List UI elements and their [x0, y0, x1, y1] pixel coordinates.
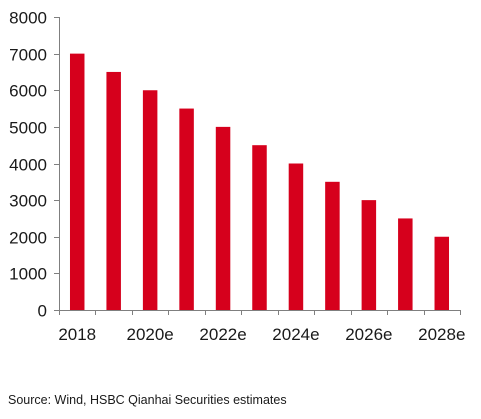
bars [69, 53, 450, 311]
x-tick-label: 2028e [418, 325, 465, 344]
x-tick-label: 2024e [272, 325, 319, 344]
source-note: Source: Wind, HSBC Qianhai Securities es… [8, 393, 287, 407]
y-tick-label: 5000 [9, 119, 47, 138]
bar [398, 218, 413, 310]
y-tick-label: 3000 [9, 192, 47, 211]
y-tick-label: 4000 [9, 156, 47, 175]
y-axis: 0 1000 2000 3000 4000 5000 6000 7000 8000 [9, 9, 60, 321]
x-tick-label: 2026e [345, 325, 392, 344]
bar [179, 108, 194, 310]
bar [288, 163, 304, 310]
y-tick-label: 1000 [9, 265, 47, 284]
bar [142, 90, 158, 310]
x-tick-label: 2018 [58, 325, 96, 344]
x-tick-label: 2020e [126, 325, 173, 344]
bar [361, 200, 377, 311]
bar [106, 71, 121, 310]
y-tick-label: 8000 [9, 9, 47, 28]
bar [325, 181, 340, 310]
y-tick-label: 2000 [9, 229, 47, 248]
y-tick-label: 0 [38, 302, 47, 321]
bar [215, 126, 231, 311]
y-tick-label: 6000 [9, 82, 47, 101]
x-axis: 2018 2020e 2022e 2024e 2026e 2028e [58, 310, 465, 344]
y-tick-label: 7000 [9, 46, 47, 65]
bar [252, 145, 267, 310]
bar [69, 53, 85, 311]
bar [434, 236, 450, 310]
x-tick-label: 2022e [199, 325, 246, 344]
